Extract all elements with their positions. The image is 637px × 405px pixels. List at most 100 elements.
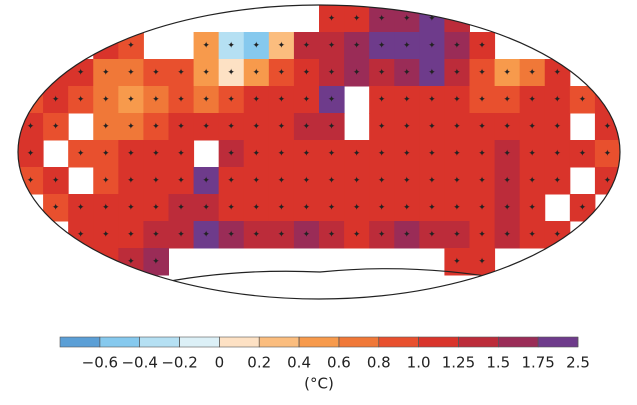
significance-dot: ✦ [478,41,486,51]
map-cell [319,113,345,141]
map-cell [394,140,420,168]
significance-dot: ✦ [278,203,286,213]
map-cell [519,194,546,222]
significance-dot: ✦ [303,176,311,186]
significance-dot: ✦ [227,41,235,51]
map-cell [469,140,496,168]
map-cell [143,194,169,222]
map-cell [494,194,521,222]
map-cell [68,194,94,222]
significance-dot: ✦ [403,203,411,213]
significance-dot: ✦ [27,176,35,186]
map-cell [469,248,496,276]
significance-dot: ✦ [378,149,386,159]
significance-dot: ✦ [177,95,185,105]
significance-dot: ✦ [353,149,361,159]
significance-dot: ✦ [253,203,261,213]
significance-dot: ✦ [528,230,536,240]
map-cell [469,32,496,60]
colorbar-segment [219,336,260,348]
map-cell [118,113,144,141]
significance-dot: ✦ [52,68,60,78]
map-cell [344,140,370,168]
significance-dot: ✦ [378,203,386,213]
significance-dot: ✦ [303,122,311,132]
significance-dot: ✦ [102,257,110,267]
map-cell [469,221,496,249]
map-cell [218,167,245,195]
map-cell [268,221,295,249]
significance-dot: ✦ [378,122,386,132]
significance-dot: ✦ [503,122,511,132]
colorbar-tick-label: 1.75 [521,354,554,372]
significance-dot: ✦ [403,176,411,186]
significance-dot: ✦ [278,176,286,186]
map-cell [243,59,270,87]
significance-dot: ✦ [328,176,336,186]
map-cell [168,59,195,87]
colorbar-tick-label: −0.6 [82,354,118,372]
significance-dot: ✦ [604,122,612,132]
significance-dot: ✦ [453,203,461,213]
significance-dot: ✦ [177,203,185,213]
map-cell [268,113,295,141]
map-cell [319,221,345,249]
map-cell [519,59,546,87]
map-cell [594,140,620,168]
significance-dot: ✦ [503,230,511,240]
map-cell [118,194,144,222]
map-cell [193,86,220,114]
map-cell [319,86,345,114]
map-cell [419,194,445,222]
significance-dot: ✦ [102,68,110,78]
significance-dot: ✦ [378,95,386,105]
map-cell [494,221,521,249]
map-cell [319,59,345,87]
significance-dot: ✦ [152,95,160,105]
significance-dot: ✦ [453,41,461,51]
colorbar-segment [498,336,539,348]
map-cell [93,113,119,141]
map-cell [444,32,470,60]
significance-dot: ✦ [403,230,411,240]
significance-dot: ✦ [52,122,60,132]
significance-dot: ✦ [152,257,160,267]
significance-dot: ✦ [253,68,261,78]
significance-dot: ✦ [528,95,536,105]
map-cell [43,113,69,141]
significance-dot: ✦ [328,95,336,105]
colorbar-tick-label: 0.4 [287,354,311,372]
significance-dot: ✦ [428,68,436,78]
map-cell [268,167,295,195]
significance-dot: ✦ [52,95,60,105]
map-cell [519,113,546,141]
significance-dot: ✦ [102,122,110,132]
significance-dot: ✦ [428,95,436,105]
significance-dot: ✦ [202,203,210,213]
significance-dot: ✦ [127,68,135,78]
map-cell [268,32,295,60]
colorbar-tick-label: −0.2 [161,354,197,372]
significance-dot: ✦ [528,122,536,132]
significance-dot: ✦ [353,14,361,24]
significance-dot: ✦ [428,149,436,159]
map-cell [93,221,119,249]
map-cell [319,194,345,222]
significance-dot: ✦ [428,230,436,240]
map-cell [494,59,521,87]
significance-dot: ✦ [278,95,286,105]
significance-dot: ✦ [27,149,35,159]
significance-dot: ✦ [102,176,110,186]
colorbar-segment [338,336,380,348]
map-cell [444,113,470,141]
significance-dot: ✦ [127,257,135,267]
map-cell [93,140,119,168]
map-border [17,4,621,300]
map-cell [419,32,445,60]
significance-dot: ✦ [554,176,562,186]
significance-dot: ✦ [278,230,286,240]
colorbar-segment [298,336,340,348]
map-cell [243,32,270,60]
map-cell [243,221,270,249]
significance-dot: ✦ [328,68,336,78]
